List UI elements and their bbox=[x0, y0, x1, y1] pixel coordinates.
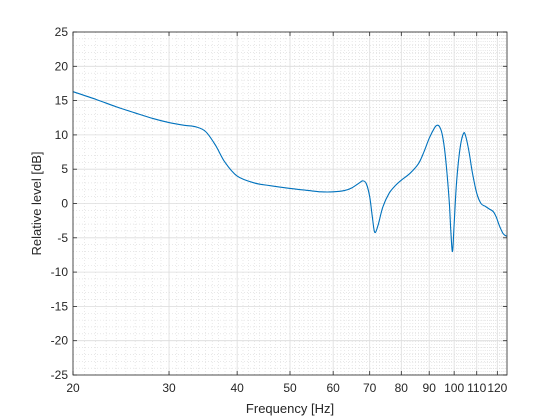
y-tick-label: -15 bbox=[51, 299, 69, 313]
x-tick-label: 50 bbox=[283, 381, 297, 395]
x-axis-label: Frequency [Hz] bbox=[246, 401, 334, 416]
y-tick-label: -10 bbox=[51, 265, 69, 279]
y-tick-label: 10 bbox=[55, 128, 69, 142]
x-tick-label: 20 bbox=[66, 381, 80, 395]
x-tick-label: 110 bbox=[467, 381, 486, 395]
x-tick-label: 30 bbox=[162, 381, 176, 395]
y-tick-labels: -25 -20 -15 -10 -5 0 5 10 15 20 25 bbox=[51, 25, 69, 382]
y-tick-label: 0 bbox=[61, 197, 68, 211]
tick-marks bbox=[72, 31, 507, 376]
x-tick-labels: 20 30 40 50 60 70 80 90 100 110 120 bbox=[66, 381, 507, 395]
y-tick-label: 15 bbox=[55, 94, 69, 108]
y-axis-label: Relative level [dB] bbox=[29, 151, 44, 255]
major-grid bbox=[72, 31, 507, 376]
y-tick-label: -5 bbox=[57, 231, 68, 245]
y-tick-label: -25 bbox=[51, 368, 69, 382]
x-tick-label: 120 bbox=[487, 381, 507, 395]
y-tick-label: 5 bbox=[61, 162, 68, 176]
x-tick-label: 70 bbox=[363, 381, 377, 395]
y-tick-label: 25 bbox=[55, 25, 69, 39]
x-tick-label: 100 bbox=[444, 381, 464, 395]
x-tick-label: 40 bbox=[230, 381, 244, 395]
x-tick-label: 60 bbox=[326, 381, 340, 395]
series-layer bbox=[72, 91, 508, 253]
x-tick-label: 90 bbox=[423, 381, 437, 395]
x-tick-label: 80 bbox=[395, 381, 409, 395]
y-tick-label: -20 bbox=[51, 334, 69, 348]
y-tick-label: 20 bbox=[55, 59, 69, 73]
series-line-0 bbox=[72, 91, 508, 253]
